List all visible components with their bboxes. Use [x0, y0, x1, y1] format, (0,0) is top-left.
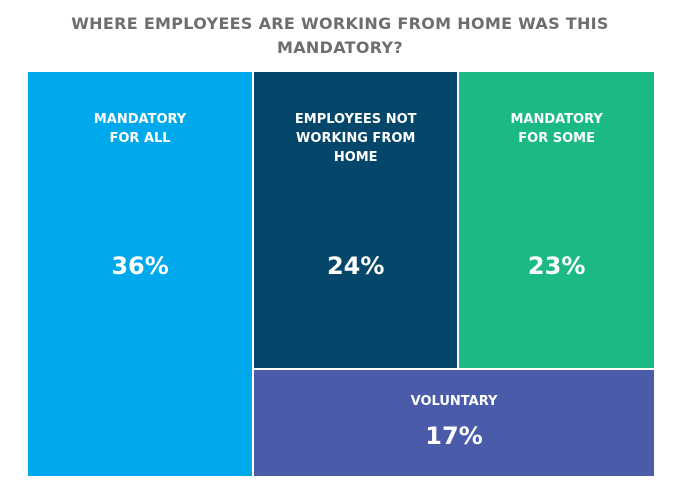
- tile-voluntary: VOLUNTARY 17%: [253, 369, 655, 477]
- tile-value: 36%: [111, 252, 169, 280]
- tile-mandatory-for-some: MANDATORY FOR SOME 23%: [458, 71, 655, 370]
- tile-value: 17%: [425, 422, 483, 451]
- tile-value: 23%: [527, 252, 586, 280]
- tile-mandatory-for-all: MANDATORY FOR ALL 36%: [27, 71, 254, 477]
- tile-employees-not-working-from-home: EMPLOYEES NOT WORKING FROM HOME 24%: [253, 71, 459, 370]
- chart-title: WHERE EMPLOYEES ARE WORKING FROM HOME WA…: [71, 14, 609, 57]
- tile-label: MANDATORY FOR ALL: [93, 112, 187, 146]
- tile-value: 24%: [326, 252, 385, 280]
- treemap-chart: MANDATORY FOR ALL 36% EMPLOYEES NOT WORK…: [27, 71, 655, 477]
- tile-label: EMPLOYEES NOT WORKING FROM HOME: [294, 112, 417, 165]
- tile-label: VOLUNTARY: [410, 394, 498, 410]
- tile-label: MANDATORY FOR SOME: [510, 112, 603, 146]
